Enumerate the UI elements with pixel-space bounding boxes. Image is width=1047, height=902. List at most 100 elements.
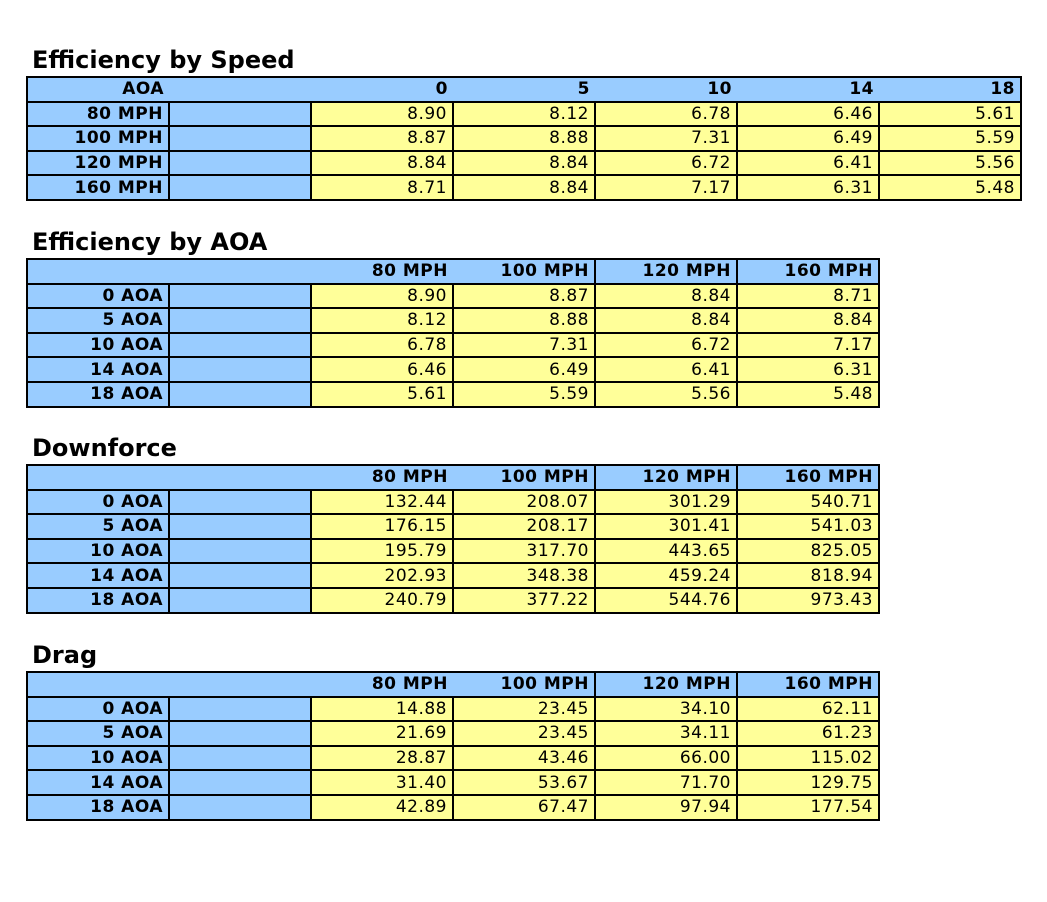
value-cell: 71.70 — [595, 770, 738, 796]
row-spacer — [169, 721, 312, 747]
row-label: 160 MPH — [27, 175, 170, 201]
value-cell: 8.84 — [453, 175, 596, 201]
header-spacer — [169, 259, 311, 285]
value-cell: 540.71 — [737, 489, 880, 516]
row-spacer — [169, 357, 312, 383]
table-row: 18 AOA 5.61 5.59 5.56 5.48 — [27, 381, 880, 408]
value-cell: 8.88 — [453, 126, 596, 152]
value-cell: 5.56 — [595, 381, 738, 408]
value-cell: 6.49 — [453, 357, 596, 383]
column-header: 100 MPH — [453, 672, 596, 698]
section-title: Efficiency by AOA — [32, 228, 268, 256]
value-cell: 6.31 — [737, 175, 880, 201]
value-cell: 23.45 — [453, 721, 596, 747]
value-cell: 43.46 — [453, 745, 596, 772]
value-cell: 301.41 — [595, 514, 738, 540]
value-cell: 31.40 — [311, 770, 454, 796]
table-drag: Drag 80 MPH 100 MPH 120 MPH 160 MPH 0 AOA 14.8… — [26, 641, 880, 821]
value-cell: 459.24 — [595, 563, 738, 589]
value-cell: 301.29 — [595, 489, 738, 516]
value-cell: 8.90 — [311, 101, 454, 128]
value-cell: 8.84 — [595, 308, 738, 334]
row-label: 10 AOA — [27, 538, 170, 565]
header-row: AOA 0 5 10 14 18 — [27, 77, 1021, 103]
value-cell: 67.47 — [453, 794, 596, 821]
column-header: 10 — [595, 77, 737, 103]
data-table: AOA 0 5 10 14 18 80 MPH 8.90 8.12 6.78 6.46 5.61 100… — [26, 76, 1022, 201]
column-header: 100 MPH — [453, 465, 596, 491]
table-row: 0 AOA 14.88 23.45 34.10 62.11 — [27, 696, 880, 723]
row-label: 18 AOA — [27, 794, 170, 821]
value-cell: 7.17 — [737, 332, 880, 359]
value-cell: 28.87 — [311, 745, 454, 772]
column-header: 160 MPH — [737, 672, 879, 698]
row-spacer — [169, 696, 312, 723]
column-header: 160 MPH — [737, 465, 879, 491]
table-row: 120 MPH 8.84 8.84 6.72 6.41 5.56 — [27, 150, 1022, 177]
row-label: 14 AOA — [27, 563, 170, 589]
header-spacer — [169, 77, 311, 103]
table-efficiency-by-speed: Efficiency by Speed AOA 0 5 10 14 18 80 MPH 8.90… — [26, 46, 1022, 201]
value-cell: 97.94 — [595, 794, 738, 821]
row-label: 10 AOA — [27, 745, 170, 772]
value-cell: 377.22 — [453, 587, 596, 614]
table-downforce: Downforce 80 MPH 100 MPH 120 MPH 160 MPH 0 AO… — [26, 434, 880, 614]
value-cell: 208.17 — [453, 514, 596, 540]
value-cell: 973.43 — [737, 587, 880, 614]
value-cell: 5.48 — [737, 381, 880, 408]
corner-header — [27, 672, 169, 698]
row-label: 18 AOA — [27, 587, 170, 614]
column-header: 120 MPH — [595, 259, 738, 285]
column-header: 80 MPH — [311, 259, 453, 285]
table-row: 10 AOA 28.87 43.46 66.00 115.02 — [27, 745, 880, 772]
value-cell: 8.84 — [595, 283, 738, 310]
row-spacer — [169, 514, 312, 540]
value-cell: 34.10 — [595, 696, 738, 723]
table-row: 160 MPH 8.71 8.84 7.17 6.31 5.48 — [27, 175, 1022, 201]
column-header: 0 — [311, 77, 453, 103]
column-header: 18 — [879, 77, 1021, 103]
value-cell: 132.44 — [311, 489, 454, 516]
value-cell: 5.59 — [453, 381, 596, 408]
row-label: 5 AOA — [27, 514, 170, 540]
table-row: 5 AOA 176.15 208.17 301.41 541.03 — [27, 514, 880, 540]
value-cell: 6.72 — [595, 332, 738, 359]
table-row: 14 AOA 202.93 348.38 459.24 818.94 — [27, 563, 880, 589]
value-cell: 8.84 — [311, 150, 454, 177]
value-cell: 6.46 — [737, 101, 880, 128]
value-cell: 61.23 — [737, 721, 880, 747]
value-cell: 6.49 — [737, 126, 880, 152]
section-title: Efficiency by Speed — [32, 46, 295, 74]
column-header: 160 MPH — [737, 259, 879, 285]
table-row: 0 AOA 8.90 8.87 8.84 8.71 — [27, 283, 880, 310]
header-row: 80 MPH 100 MPH 120 MPH 160 MPH — [27, 672, 879, 698]
row-label: 10 AOA — [27, 332, 170, 359]
value-cell: 7.31 — [595, 126, 738, 152]
value-cell: 5.61 — [311, 381, 454, 408]
data-table: 80 MPH 100 MPH 120 MPH 160 MPH 0 AOA 14.88 23.… — [26, 671, 880, 821]
row-spacer — [169, 489, 312, 516]
data-table: 80 MPH 100 MPH 120 MPH 160 MPH 0 AOA 132.44 20… — [26, 464, 880, 614]
row-spacer — [169, 745, 312, 772]
row-label: 0 AOA — [27, 283, 170, 310]
value-cell: 541.03 — [737, 514, 880, 540]
value-cell: 14.88 — [311, 696, 454, 723]
value-cell: 8.12 — [453, 101, 596, 128]
row-label: 18 AOA — [27, 381, 170, 408]
table-row: 5 AOA 21.69 23.45 34.11 61.23 — [27, 721, 880, 747]
header-spacer — [169, 465, 311, 491]
table-row: 100 MPH 8.87 8.88 7.31 6.49 5.59 — [27, 126, 1022, 152]
row-spacer — [169, 587, 312, 614]
header-row: 80 MPH 100 MPH 120 MPH 160 MPH — [27, 259, 879, 285]
row-spacer — [169, 538, 312, 565]
value-cell: 23.45 — [453, 696, 596, 723]
header-row: 80 MPH 100 MPH 120 MPH 160 MPH — [27, 465, 879, 491]
value-cell: 8.12 — [311, 308, 454, 334]
row-spacer — [169, 101, 312, 128]
value-cell: 129.75 — [737, 770, 880, 796]
row-spacer — [169, 563, 312, 589]
column-header: 120 MPH — [595, 465, 738, 491]
value-cell: 42.89 — [311, 794, 454, 821]
row-spacer — [169, 175, 312, 201]
table-row: 10 AOA 195.79 317.70 443.65 825.05 — [27, 538, 880, 565]
